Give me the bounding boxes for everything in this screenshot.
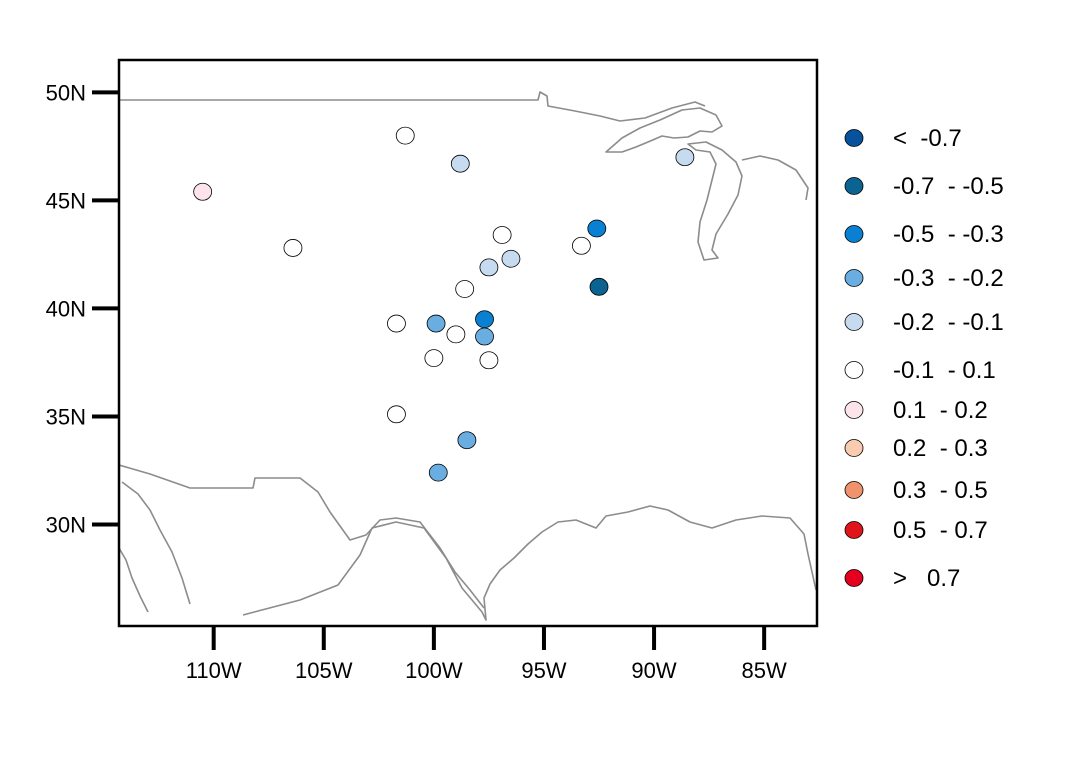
legend-swatch — [844, 401, 864, 419]
legend-label: 0.1 - 0.2 — [893, 397, 988, 424]
station-marker — [479, 351, 499, 370]
legend-label: -0.5 - -0.3 — [893, 221, 1004, 248]
y-tick-label: 40N — [46, 296, 86, 321]
x-tick-label: 100W — [405, 658, 463, 683]
legend-label: 0.3 - 0.5 — [893, 477, 988, 504]
legend: < -0.7 -0.7 - -0.5 -0.5 - -0.3 -0.3 - -0.2 -… — [844, 125, 1004, 592]
station-marker — [457, 431, 477, 450]
mexico-pacific-coast — [121, 481, 191, 605]
legend-swatch — [844, 361, 864, 379]
y-tick-label: 50N — [46, 80, 86, 105]
legend-swatch — [844, 439, 864, 457]
station-marker — [501, 249, 521, 268]
station-marker — [387, 405, 406, 424]
station-marker — [475, 327, 494, 346]
station-marker — [450, 154, 470, 173]
station-marker — [387, 314, 406, 333]
station-marker — [675, 148, 695, 167]
x-tick-label: 90W — [631, 658, 676, 683]
legend-label: 0.2 - 0.3 — [893, 435, 988, 462]
legend-swatch — [844, 569, 864, 587]
station-marker — [193, 182, 213, 201]
legend-swatch — [844, 481, 864, 499]
x-tick-label: 95W — [521, 658, 566, 683]
station-marker — [571, 236, 591, 255]
legend-label: -0.1 - 0.1 — [893, 357, 996, 384]
lake-huron-shore — [741, 155, 809, 201]
station-marker — [424, 349, 444, 368]
station-marker — [446, 325, 466, 344]
x-tick-label: 105W — [295, 658, 353, 683]
station-marker — [395, 126, 415, 145]
station-markers — [193, 126, 695, 482]
station-marker — [589, 277, 609, 296]
station-marker — [426, 314, 446, 333]
x-axis: 110W 105W 100W 95W 90W 85W — [186, 626, 787, 683]
canada-border — [119, 91, 706, 122]
legend-swatch — [844, 177, 864, 195]
legend-label: -0.3 - -0.2 — [893, 265, 1004, 292]
baja-coast — [118, 547, 149, 613]
legend-label: > 0.7 — [893, 565, 960, 592]
station-marker — [428, 463, 448, 482]
legend-swatch — [844, 521, 864, 539]
legend-swatch — [844, 129, 864, 147]
y-tick-label: 30N — [46, 512, 86, 537]
mexico-border — [118, 464, 485, 609]
legend-label: < -0.7 — [893, 125, 962, 152]
x-tick-label: 85W — [742, 658, 787, 683]
lake-michigan — [687, 141, 743, 261]
lake-superior — [605, 107, 723, 153]
map-frame — [117, 58, 819, 628]
y-tick-label: 35N — [46, 404, 86, 429]
legend-label: 0.5 - 0.7 — [893, 517, 988, 544]
station-marker — [475, 310, 494, 329]
legend-label: -0.2 - -0.1 — [893, 309, 1004, 336]
legend-swatch — [844, 225, 864, 243]
station-marker — [283, 239, 303, 257]
station-marker — [492, 226, 512, 244]
legend-swatch — [844, 313, 864, 331]
legend-swatch — [844, 269, 864, 287]
x-tick-label: 110W — [186, 658, 242, 683]
station-marker — [479, 258, 499, 277]
gulf-coast — [242, 505, 817, 621]
map-boundaries — [118, 91, 817, 621]
legend-label: -0.7 - -0.5 — [893, 173, 1004, 200]
y-axis: 50N 45N 40N 35N 30N — [46, 80, 119, 537]
y-tick-label: 45N — [46, 188, 86, 213]
station-marker — [455, 280, 475, 298]
station-marker — [587, 219, 607, 238]
